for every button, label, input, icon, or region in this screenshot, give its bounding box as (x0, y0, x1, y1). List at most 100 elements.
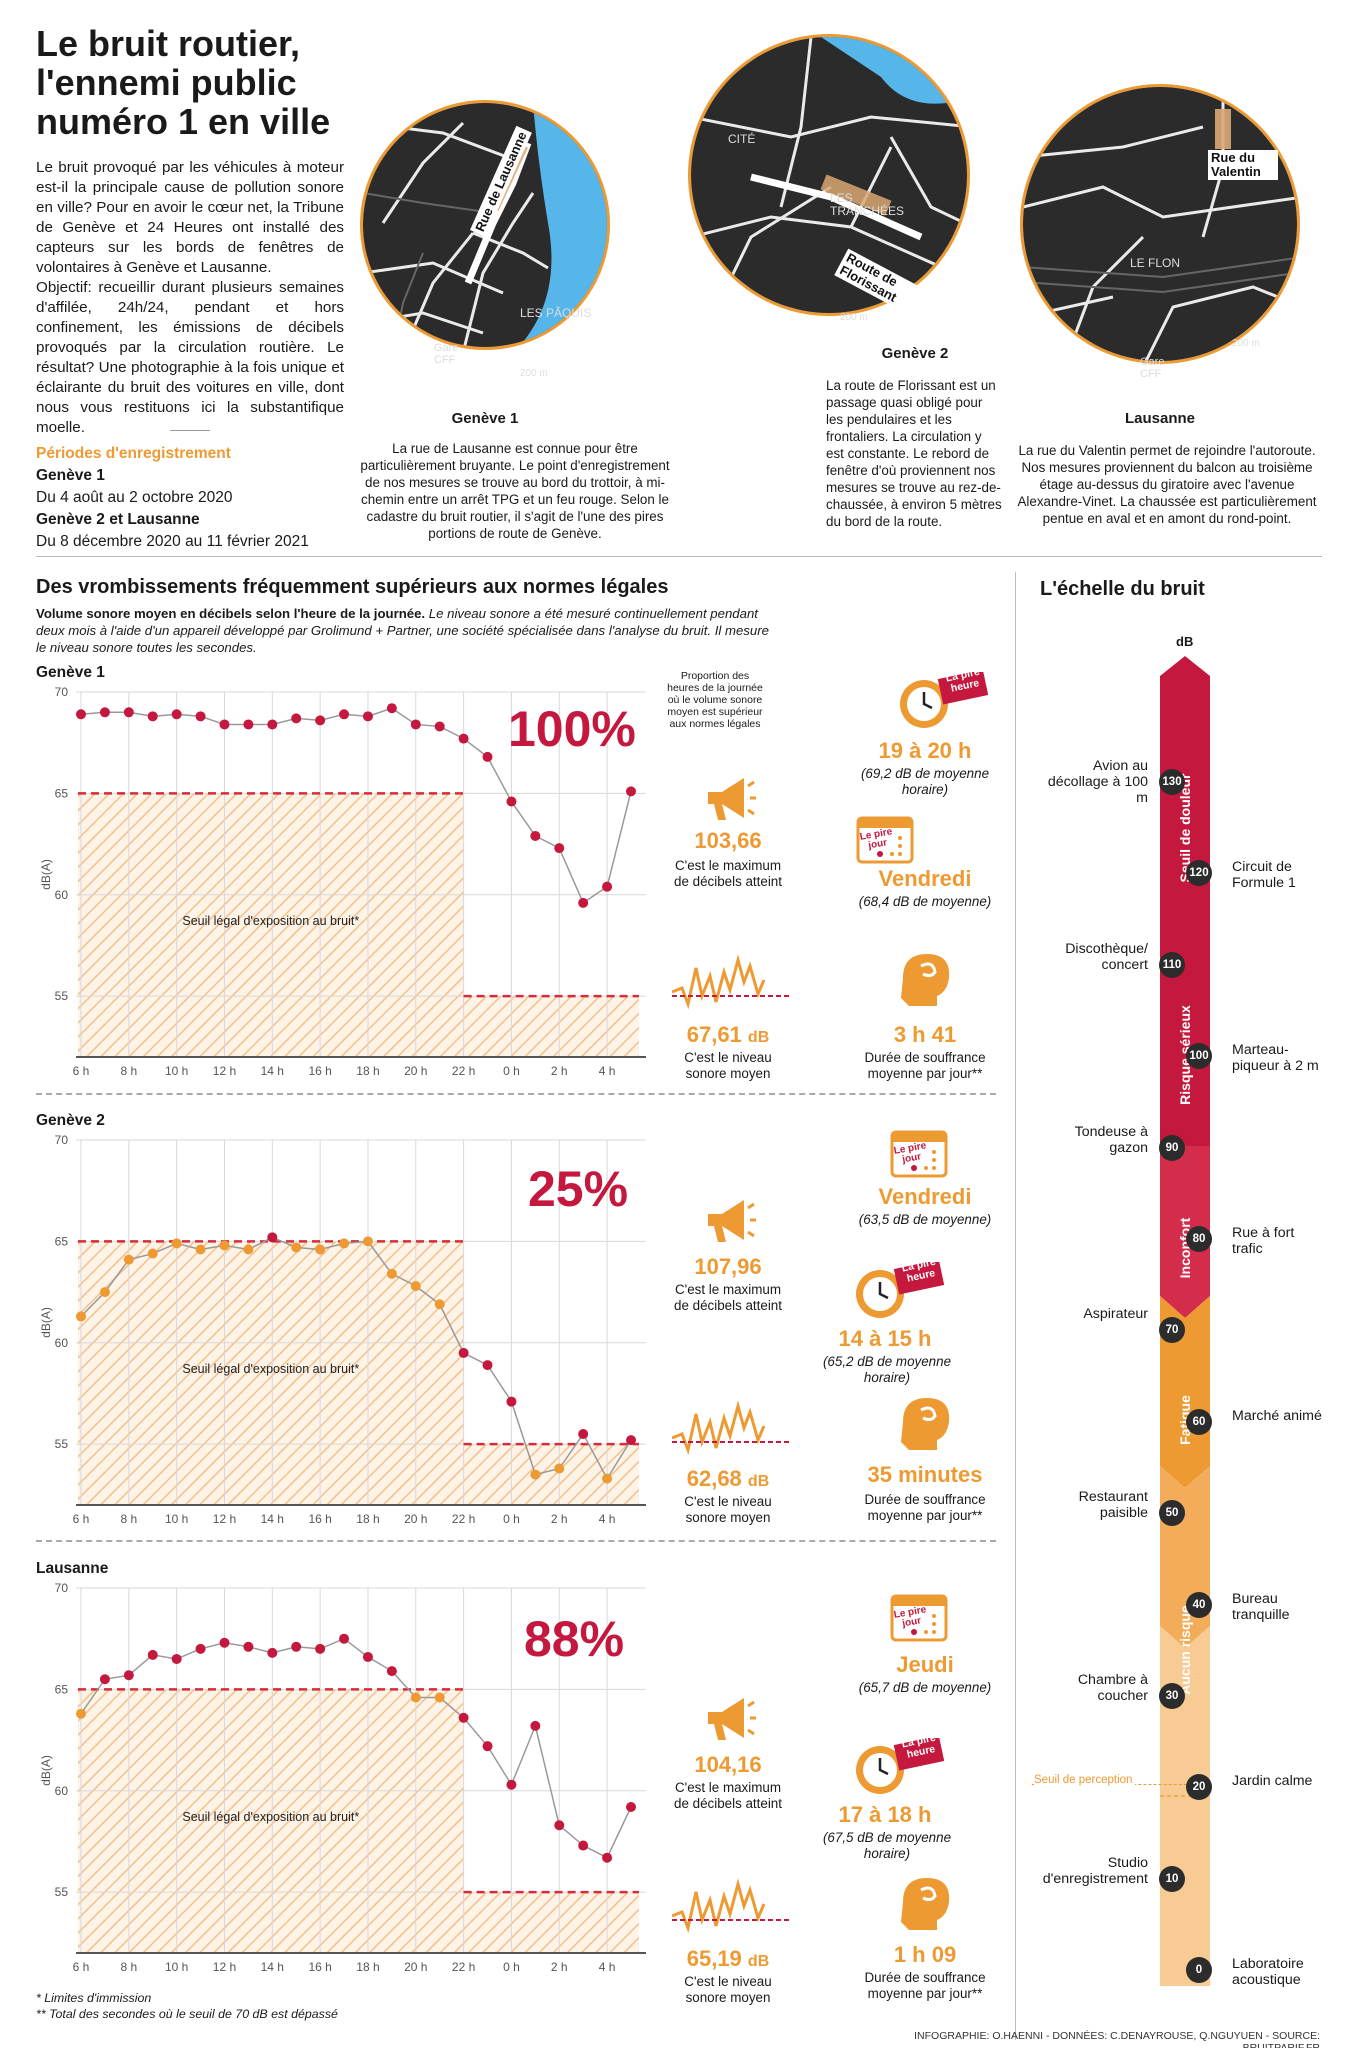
mean-db-label: C'est le niveau sonore moyen (684, 1974, 772, 2005)
worst-day-value: Vendredi (878, 866, 972, 891)
y-tick-label: 55 (55, 1885, 69, 1899)
y-tick-label: 70 (55, 1581, 69, 1595)
threshold-label: Seuil légal d'exposition au bruit* (182, 1362, 359, 1376)
x-tick-label: 6 h (73, 1064, 90, 1078)
map-1-text: La rue de Lausanne est connue pour être … (360, 441, 670, 541)
data-point (578, 1840, 589, 1851)
data-point (626, 1802, 636, 1812)
megaphone-icon (700, 1690, 756, 1751)
x-tick-label: 8 h (120, 1512, 137, 1526)
scale-item-label: Studio d'enregistrement (1042, 1854, 1148, 1887)
threshold-area-night (463, 996, 639, 1057)
percentage-value: 88% (524, 1611, 625, 1667)
worst-day-value: Jeudi (896, 1652, 954, 1677)
x-tick-label: 2 h (551, 1512, 568, 1526)
subtitle-bold: Volume sonore moyen en décibels selon l'… (36, 606, 426, 621)
data-point (578, 1429, 589, 1440)
suffering-value: 35 minutes (867, 1462, 983, 1487)
calendar-icon (888, 1126, 950, 1183)
threshold-area-night (463, 1444, 639, 1505)
data-point (482, 1741, 493, 1752)
data-point (315, 715, 326, 726)
data-point (123, 1254, 134, 1265)
scale-value-badge: 80 (1186, 1226, 1212, 1252)
district-label: LE FLON (1130, 256, 1181, 270)
y-axis-label: dB(A) (39, 1307, 53, 1338)
worst-day-note: (68,4 dB de moyenne) (858, 894, 992, 909)
mean-db-unit: dB (747, 1473, 770, 1490)
station-label: Gare CFF (434, 342, 459, 366)
scale-value-badge: 130 (1159, 769, 1185, 795)
data-point (171, 709, 182, 720)
x-tick-label: 4 h (599, 1960, 616, 1974)
scale-item-label: Tondeuse à gazon (1074, 1123, 1148, 1156)
y-tick-label: 60 (55, 1336, 69, 1350)
map-scale: 200 m (840, 312, 868, 323)
clock-icon (854, 1735, 945, 1805)
x-tick-label: 14 h (261, 1960, 284, 1974)
mean-db-label: C'est le niveau sonore moyen (684, 1494, 772, 1525)
footnote-2: ** Total des secondes où le seuil de 70 … (36, 2007, 338, 2021)
y-tick-label: 55 (55, 1437, 69, 1451)
data-point (362, 1236, 373, 1247)
data-point (602, 881, 613, 892)
station-label: Gare CFF (1140, 356, 1165, 380)
x-tick-label: 2 h (551, 1960, 568, 1974)
y-tick-label: 65 (55, 1234, 69, 1248)
megaphone-icon (700, 1192, 756, 1253)
x-tick-label: 12 h (213, 1064, 236, 1078)
data-point (554, 1820, 565, 1831)
data-point (482, 751, 493, 762)
mean-db-value: 62,68 (686, 1466, 742, 1491)
x-tick-label: 4 h (599, 1512, 616, 1526)
worst-day-note: (63,5 dB de moyenne) (858, 1212, 992, 1227)
max-db-label: C'est le maximum de décibels atteint (674, 1282, 782, 1313)
data-point (243, 1641, 254, 1652)
mean-db: 62,68 dB (668, 1466, 788, 1492)
x-tick-label: 18 h (356, 1064, 379, 1078)
district-label: LES TRANCHÉES (830, 191, 905, 218)
recording-periods: Périodes d'enregistrement Genève 1 Du 4 … (36, 443, 356, 553)
chart-geneve-1: 6 h 8 h 10 h 12 h 14 h 16 h 18 h 20 h 22 h 0 h 2 h… (39, 685, 646, 1078)
chart-3-title: Lausanne (36, 1560, 109, 1577)
y-axis-label: dB(A) (39, 859, 53, 890)
scale-item-label: Aspirateur (1083, 1306, 1148, 1323)
data-point (147, 711, 158, 722)
scale-item-label: Marteau-piqueur à 2 m (1232, 1042, 1319, 1075)
percentage-value: 25% (528, 1161, 629, 1217)
data-point (195, 1643, 206, 1654)
data-point (458, 1712, 469, 1723)
worst-hour-value: 19 à 20 h (878, 738, 972, 763)
period-1-dates: Du 4 août au 2 octobre 2020 (36, 489, 233, 506)
x-tick-label: 12 h (213, 1960, 236, 1974)
scale-value-badge: 110 (1159, 951, 1185, 978)
mean-db-unit: dB (747, 1953, 770, 1970)
chart-geneve-2: 6 h 8 h 10 h 12 h 14 h 16 h 18 h 20 h 22 h 0 h 2 h… (39, 1133, 646, 1526)
street-label-map-3: Rue du Valentin (1208, 150, 1278, 180)
worst-hour-note: (65,2 dB de moyenne horaire) (822, 1354, 952, 1385)
x-tick-label: 22 h (452, 1512, 475, 1526)
data-point (386, 1666, 397, 1677)
data-point (458, 1347, 469, 1358)
data-point (171, 1238, 182, 1249)
period-1-name: Genève 1 (36, 467, 105, 484)
credits: INFOGRAPHIE: O.HAENNI - DONNÉES: C.DENAY… (914, 2030, 1320, 2048)
threshold-area-night (463, 1892, 639, 1953)
data-point (434, 1299, 445, 1310)
x-tick-label: 4 h (599, 1064, 616, 1078)
chart-annotation: Proportion des heures de la journée où l… (667, 670, 763, 730)
data-point (195, 711, 206, 722)
worst-day-note: (65,7 dB de moyenne) (858, 1680, 992, 1695)
clock-icon (898, 669, 989, 739)
worst-day-value: Vendredi (878, 1184, 972, 1209)
suffering-head-icon (893, 1392, 957, 1457)
calendar-icon (888, 1590, 950, 1647)
max-db-label: C'est le maximum de décibels atteint (674, 858, 782, 889)
mean-db-value: 65,19 (686, 1946, 742, 1971)
scale-value-badge: 50 (1159, 1500, 1185, 1527)
data-point (171, 1653, 182, 1664)
y-tick-label: 55 (55, 989, 69, 1003)
x-tick-label: 10 h (165, 1512, 188, 1526)
data-point (76, 709, 86, 720)
x-tick-label: 8 h (120, 1960, 137, 1974)
